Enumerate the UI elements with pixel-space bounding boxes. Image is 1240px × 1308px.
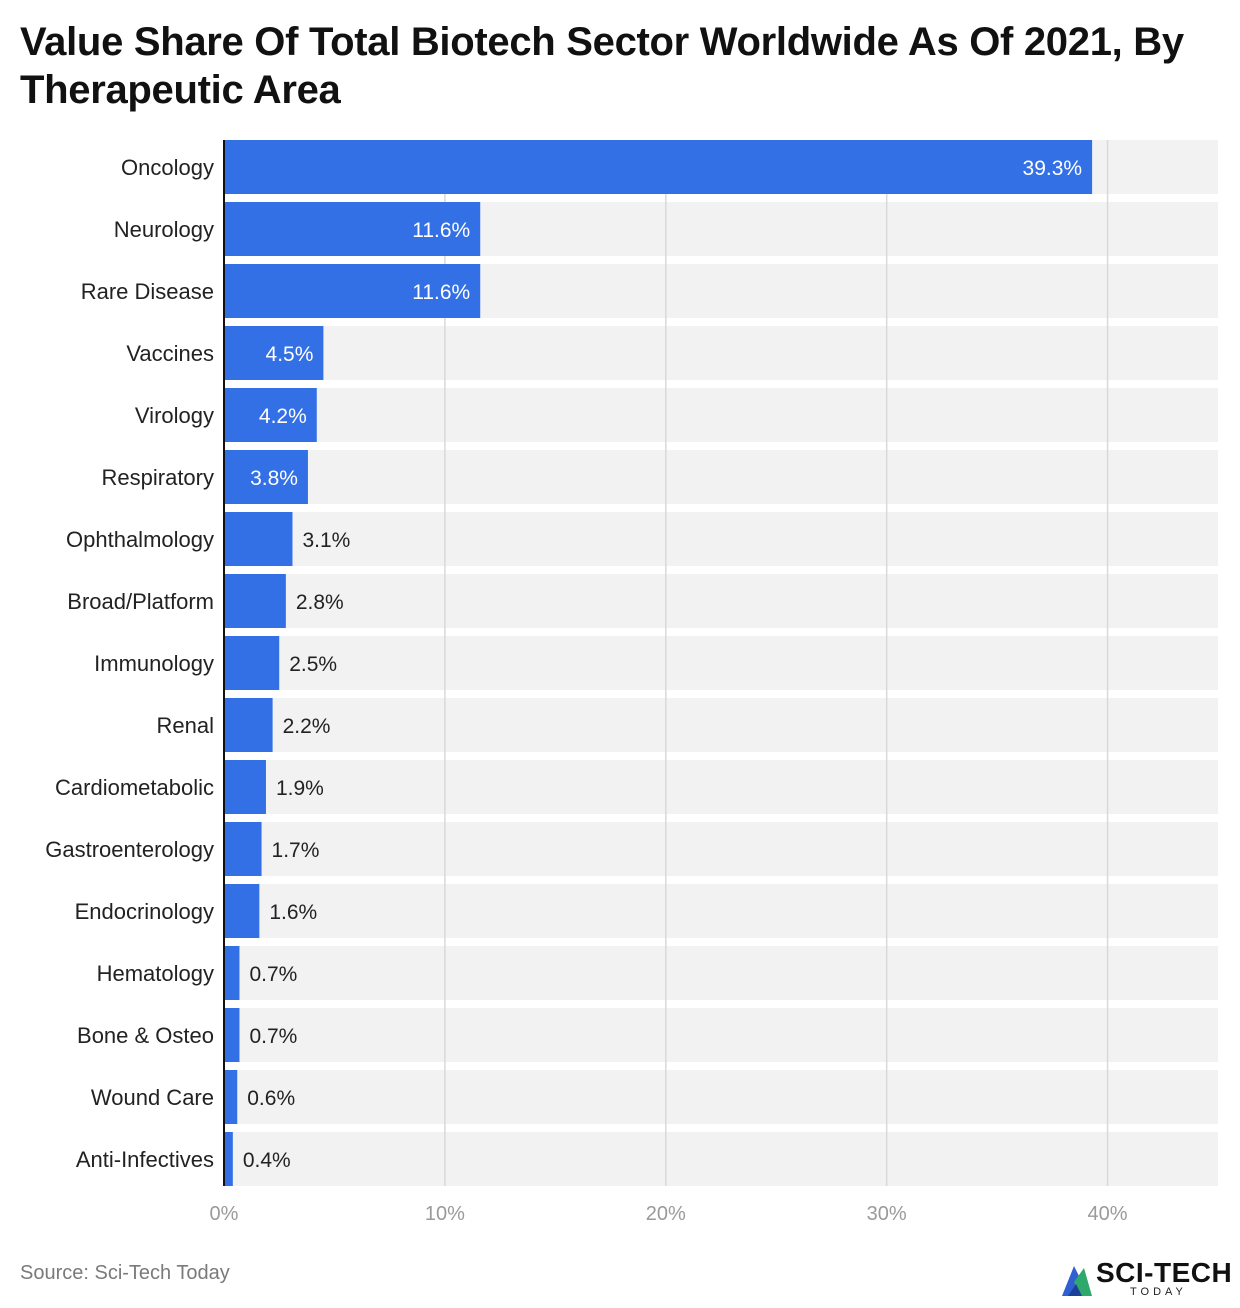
bar <box>224 822 262 876</box>
value-label: 0.7% <box>249 1025 297 1048</box>
category-label: Oncology <box>121 155 214 180</box>
value-label: 4.5% <box>266 343 314 366</box>
category-label: Respiratory <box>102 465 214 490</box>
category-label: Cardiometabolic <box>55 775 214 800</box>
value-label: 11.6% <box>412 219 470 242</box>
bar <box>224 264 481 318</box>
bar <box>224 512 293 566</box>
value-label: 0.6% <box>247 1087 295 1110</box>
category-label: Virology <box>135 403 214 428</box>
x-tick-label: 10% <box>425 1203 465 1225</box>
bar-track <box>224 636 1218 690</box>
logo-mark-icon <box>1062 1266 1092 1296</box>
value-label: 3.1% <box>302 529 350 552</box>
value-label: 11.6% <box>412 281 470 304</box>
category-label: Gastroenterology <box>45 837 214 862</box>
value-label: 1.9% <box>276 777 324 800</box>
bar <box>224 1070 238 1124</box>
bar <box>224 388 317 442</box>
source-note: Source: Sci-Tech Today <box>20 1262 230 1284</box>
logo-tagline: TODAY <box>1130 1286 1187 1298</box>
bar-layer <box>224 140 1093 1186</box>
category-label: Broad/Platform <box>67 589 214 614</box>
bar-track <box>224 1008 1218 1062</box>
bar <box>224 202 481 256</box>
bar-chart: Oncology 39.3% Neurology 11.6% Rare Disease 1… <box>45 140 1218 1225</box>
bar-track <box>224 450 1218 504</box>
bar-track <box>224 512 1218 566</box>
bar-track <box>224 698 1218 752</box>
logo-name: SCI-TECH <box>1096 1257 1233 1288</box>
value-label: 2.2% <box>283 715 331 738</box>
bar <box>224 884 260 938</box>
value-label: 4.2% <box>259 405 307 428</box>
category-label: Hematology <box>97 961 214 986</box>
bar-track <box>224 760 1218 814</box>
bar-track <box>224 1132 1218 1186</box>
category-label: Wound Care <box>91 1085 214 1110</box>
category-label: Bone & Osteo <box>77 1023 214 1048</box>
x-tick-label: 0% <box>210 1203 239 1225</box>
x-tick-label: 40% <box>1088 1203 1128 1225</box>
bar-track <box>224 1070 1218 1124</box>
value-label: 1.6% <box>269 901 317 924</box>
bar <box>224 450 308 504</box>
value-label: 2.8% <box>296 591 344 614</box>
axis-layer: 0% 10% 20% 30% 40% <box>210 140 1128 1225</box>
category-label: Renal <box>157 713 214 738</box>
bar-track <box>224 822 1218 876</box>
category-label: Rare Disease <box>81 279 214 304</box>
category-label: Endocrinology <box>75 899 214 924</box>
value-label: 0.7% <box>249 963 297 986</box>
value-label: 1.7% <box>272 839 320 862</box>
bar <box>224 326 324 380</box>
bar <box>224 760 266 814</box>
brand-logo: SCI-TECH TODAY <box>1058 1258 1234 1302</box>
bar-track <box>224 574 1218 628</box>
bar <box>224 698 273 752</box>
category-label: Ophthalmology <box>66 527 214 552</box>
bar <box>224 1008 240 1062</box>
label-layer: Oncology 39.3% Neurology 11.6% Rare Disease 1… <box>45 155 1082 1172</box>
bar <box>224 946 240 1000</box>
bar <box>224 140 1093 194</box>
value-label: 0.4% <box>243 1149 291 1172</box>
x-tick-label: 30% <box>867 1203 907 1225</box>
bar-track <box>224 884 1218 938</box>
value-label: 39.3% <box>1023 157 1083 180</box>
x-tick-label: 20% <box>646 1203 686 1225</box>
category-label: Vaccines <box>126 341 214 366</box>
category-label: Anti-Infectives <box>76 1147 214 1172</box>
bar <box>224 636 280 690</box>
bar <box>224 1132 233 1186</box>
value-label: 3.8% <box>250 467 298 490</box>
value-label: 2.5% <box>289 653 337 676</box>
bar-track <box>224 946 1218 1000</box>
category-label: Neurology <box>114 217 214 242</box>
chart-title: Value Share Of Total Biotech Sector Worl… <box>20 20 1184 112</box>
bar-track <box>224 388 1218 442</box>
category-label: Immunology <box>94 651 214 676</box>
bar <box>224 574 286 628</box>
bar-track <box>224 326 1218 380</box>
